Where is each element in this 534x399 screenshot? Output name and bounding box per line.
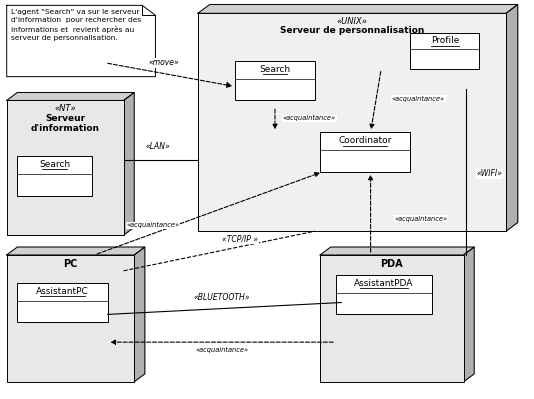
Text: «BLUETOOTH»: «BLUETOOTH» bbox=[194, 293, 250, 302]
Bar bbox=[235, 61, 315, 101]
Polygon shape bbox=[7, 93, 134, 101]
Text: Search: Search bbox=[39, 160, 70, 169]
Text: «move»: «move» bbox=[148, 58, 179, 67]
Text: PC: PC bbox=[63, 259, 77, 269]
Text: Serveur
d'information: Serveur d'information bbox=[30, 114, 100, 133]
Bar bbox=[320, 255, 464, 382]
Bar bbox=[7, 255, 134, 382]
Text: AssistantPDA: AssistantPDA bbox=[354, 279, 413, 288]
Polygon shape bbox=[123, 93, 134, 235]
Text: «UNIX»: «UNIX» bbox=[336, 17, 367, 26]
Polygon shape bbox=[320, 247, 474, 255]
Polygon shape bbox=[134, 247, 145, 382]
Polygon shape bbox=[506, 4, 518, 231]
Bar bbox=[17, 283, 108, 322]
Text: «acquaintance»: «acquaintance» bbox=[195, 347, 248, 353]
Text: «WIFI»: «WIFI» bbox=[477, 169, 502, 178]
Text: Profile: Profile bbox=[431, 36, 459, 45]
Polygon shape bbox=[464, 247, 474, 382]
Text: Serveur de personnalisation: Serveur de personnalisation bbox=[280, 26, 424, 36]
Polygon shape bbox=[7, 247, 145, 255]
Bar bbox=[336, 275, 431, 314]
Text: PDA: PDA bbox=[381, 259, 403, 269]
Text: «acquaintance»: «acquaintance» bbox=[126, 222, 179, 228]
Text: «acquaintance»: «acquaintance» bbox=[395, 215, 447, 221]
Text: «NT»: «NT» bbox=[54, 105, 76, 113]
Text: L'agent "Search" va sur le serveur
d'information  pour rechercher des
informatio: L'agent "Search" va sur le serveur d'inf… bbox=[11, 9, 141, 41]
Text: «LAN»: «LAN» bbox=[146, 142, 170, 150]
Bar bbox=[7, 101, 123, 235]
Bar bbox=[198, 13, 506, 231]
Text: «acquaintance»: «acquaintance» bbox=[392, 95, 445, 101]
Bar bbox=[320, 132, 411, 172]
Bar bbox=[17, 156, 92, 196]
Text: «TCP/IP »: «TCP/IP » bbox=[223, 235, 258, 244]
Bar bbox=[411, 33, 480, 69]
Text: Coordinator: Coordinator bbox=[339, 136, 392, 145]
Polygon shape bbox=[198, 4, 518, 13]
Text: «acquaintance»: «acquaintance» bbox=[283, 115, 336, 121]
Text: AssistantPC: AssistantPC bbox=[36, 287, 89, 296]
Text: Search: Search bbox=[260, 65, 290, 74]
Polygon shape bbox=[7, 5, 155, 77]
